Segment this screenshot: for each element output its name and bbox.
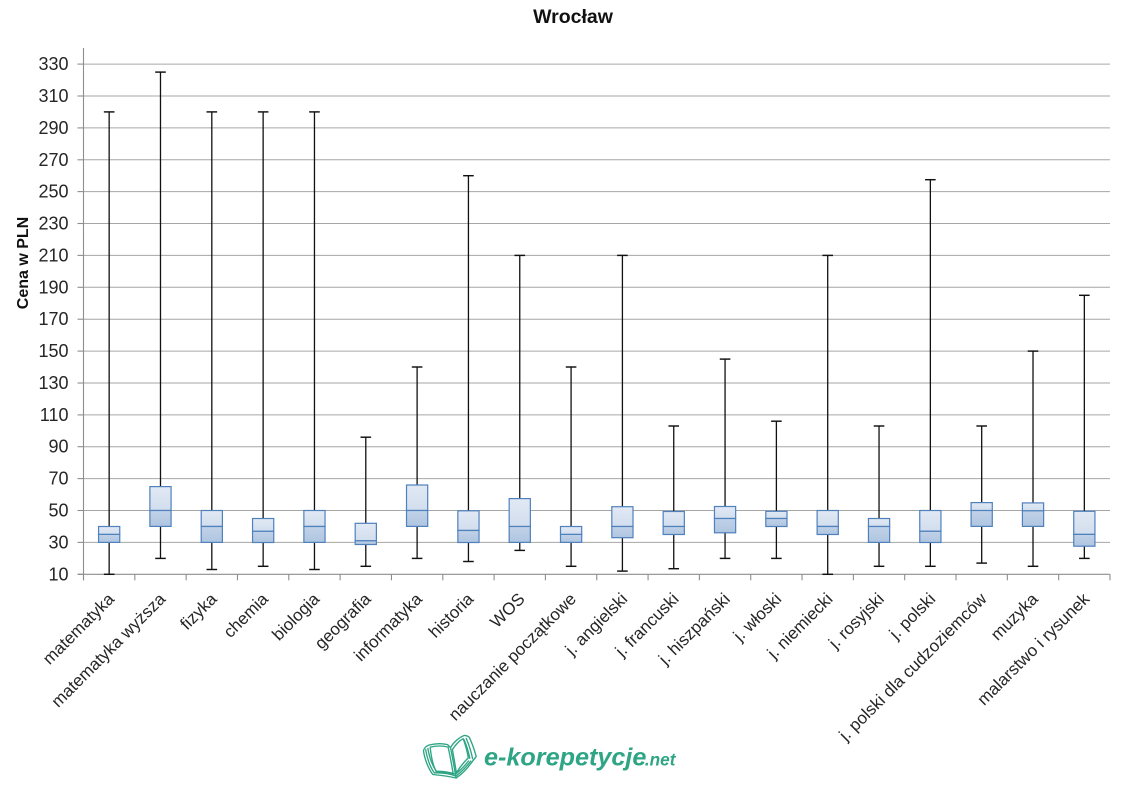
svg-text:310: 310	[38, 86, 68, 106]
svg-text:90: 90	[48, 437, 68, 457]
svg-text:50: 50	[48, 501, 68, 521]
svg-text:Cena w PLN: Cena w PLN	[15, 217, 32, 309]
svg-text:190: 190	[38, 277, 68, 297]
svg-text:70: 70	[48, 469, 68, 489]
svg-text:130: 130	[38, 373, 68, 393]
svg-text:290: 290	[38, 118, 68, 138]
svg-text:110: 110	[40, 405, 69, 425]
svg-text:Wrocław: Wrocław	[533, 6, 614, 28]
svg-text:30: 30	[48, 532, 68, 552]
svg-text:330: 330	[38, 54, 68, 74]
svg-text:e-korepetycje.net: e-korepetycje.net	[484, 744, 677, 772]
svg-text:170: 170	[38, 309, 68, 329]
svg-text:230: 230	[38, 214, 68, 234]
svg-text:150: 150	[38, 341, 68, 361]
svg-text:10: 10	[48, 564, 68, 584]
svg-text:210: 210	[38, 245, 68, 265]
svg-text:270: 270	[38, 150, 68, 170]
svg-text:250: 250	[38, 182, 68, 202]
